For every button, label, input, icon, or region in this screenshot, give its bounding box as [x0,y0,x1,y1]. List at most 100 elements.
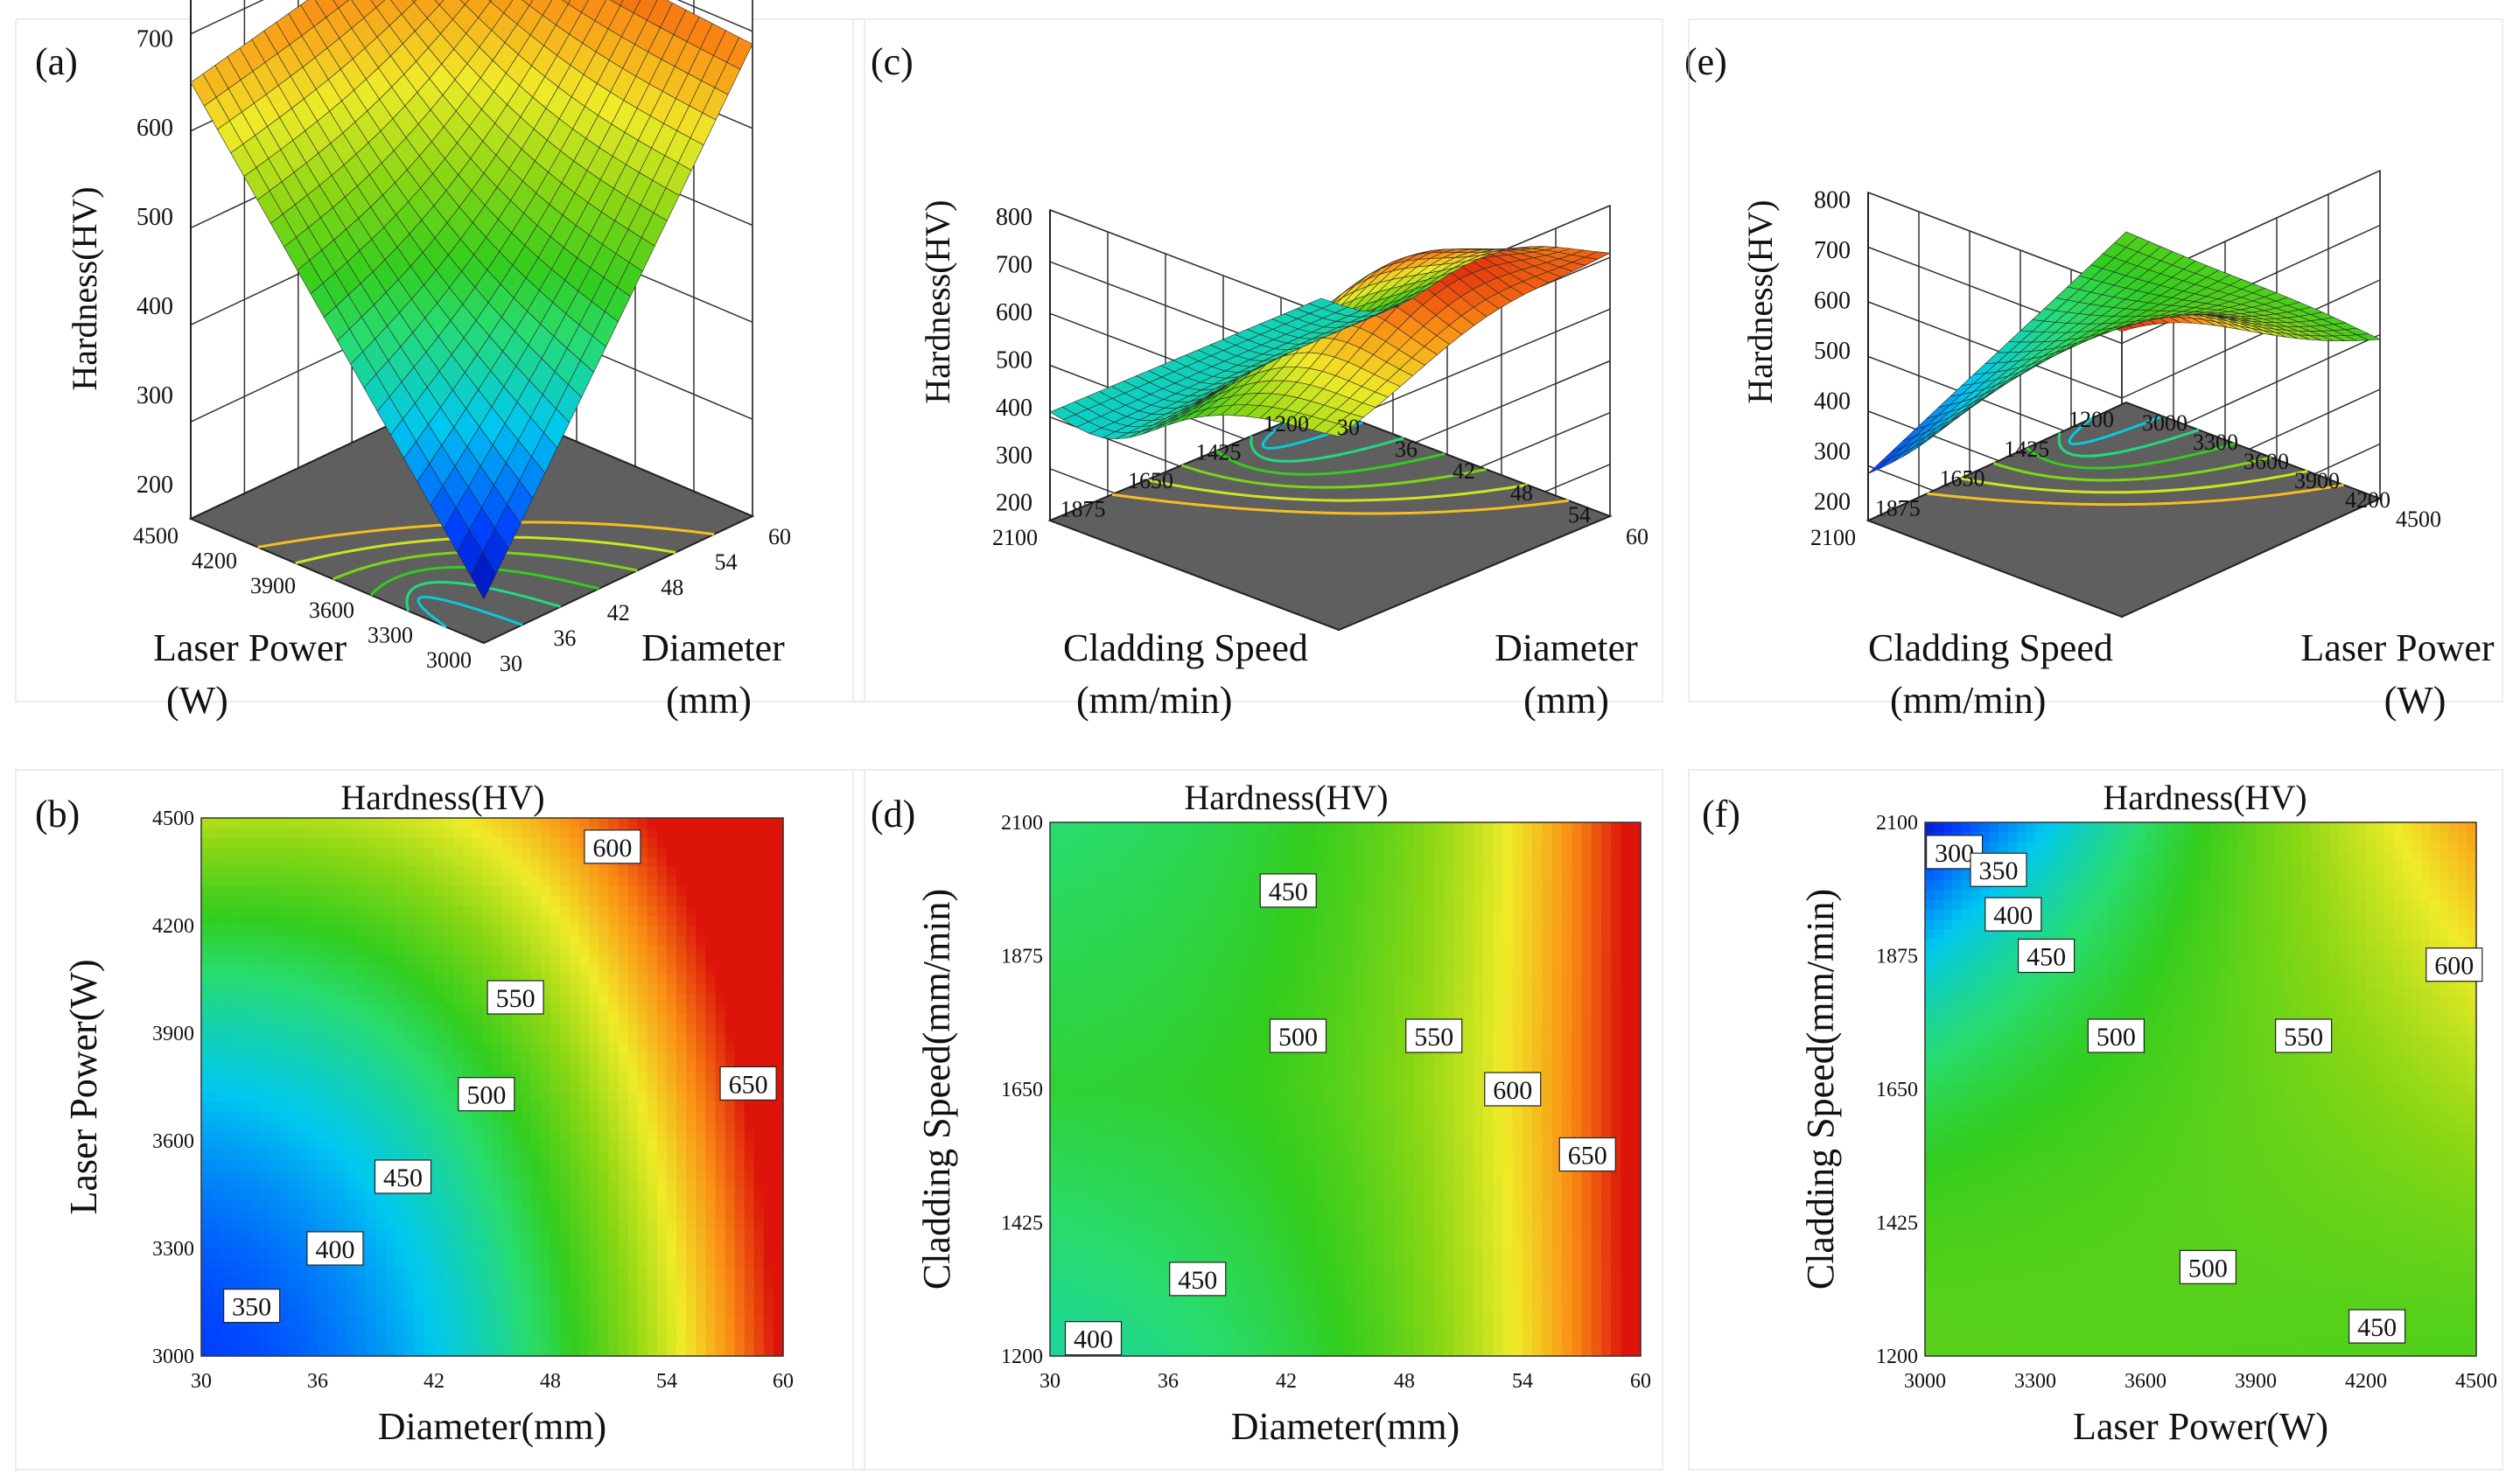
contour-cell [259,856,270,868]
contour-cell [627,1179,639,1191]
contour-cell [404,1150,416,1161]
contour-cell [627,1023,639,1034]
contour-cell [453,1130,464,1142]
contour-cell [540,1268,551,1279]
z-tick-label: 300 [1814,438,1851,465]
contour-cell [434,1179,444,1191]
contour-cell [337,984,347,995]
contour-cell [307,1150,318,1161]
contour-cell [560,945,570,956]
contour-cell [395,1062,406,1073]
contour-cell [550,1033,561,1044]
contour-cell [637,1346,648,1357]
panel-label: (c) [871,40,914,83]
contour-cell [424,1307,435,1318]
contour-cell [307,1189,318,1200]
contour-cell [521,1189,532,1200]
contour-cell [288,1268,299,1279]
contour-cell [579,1033,590,1044]
contour-cell [550,905,561,917]
contour-cell [230,1003,241,1015]
contour-cell [463,1003,473,1015]
contour-cell [734,935,746,946]
contour-cell [395,1003,406,1015]
contour-cell [298,1189,309,1200]
contour-cell [530,1013,542,1024]
contour-cell [598,818,610,828]
contour-cell [482,1023,494,1034]
contour-cell [744,935,755,946]
contour-cell [753,1297,765,1308]
contour-cell [589,954,600,966]
contour-cell [346,856,357,868]
contour-cell [676,1081,687,1093]
contour-cell [501,926,513,936]
contour-cell [220,954,231,966]
contour-cell [201,1013,212,1024]
contour-cell [444,926,454,936]
contour-cell [249,837,261,849]
contour-cell [278,1336,290,1347]
contour-cell [724,1258,736,1269]
contour-cell [598,866,610,877]
contour-cell [472,1248,484,1259]
contour-cell [618,1062,629,1073]
contour-cell [686,1092,696,1102]
contour-cell [211,935,221,946]
contour-cell [550,984,561,995]
contour-cell [288,994,299,1005]
contour-cell [511,1277,522,1289]
contour-cell [269,837,280,849]
contour-cell [220,1160,231,1171]
contour-cell [463,877,473,887]
contour-cell [744,1121,755,1132]
contour-cell [444,1326,454,1338]
contour-cell [579,1043,590,1053]
contour-cell [318,1277,328,1289]
contour-cell [744,974,755,985]
contour-cell [307,1219,318,1230]
contour-cell [307,1307,318,1318]
contour-cell [395,1121,406,1132]
contour-cell [511,1199,522,1210]
contour-cell [201,837,212,849]
contour-cell [667,1052,677,1064]
y-tick-label: 2100 [1810,525,1856,550]
contour-cell [375,1277,387,1289]
contour-cell [288,1081,299,1093]
contour-cell [676,1072,687,1083]
contour-cell [240,1277,251,1289]
contour-cell [667,1248,677,1259]
contour-cell [763,964,774,975]
contour-cell [647,974,658,985]
contour-cell [453,1023,464,1034]
contour-cell [724,984,736,995]
contour-cell [230,818,241,828]
contour-cell [570,818,580,828]
contour-cell [530,1101,542,1113]
contour-cell [337,1277,347,1289]
contour-cell [453,828,464,838]
contour-cell [366,1141,377,1151]
contour-cell [424,1346,435,1357]
contour-cell [686,1179,696,1191]
contour-cell [734,1307,746,1318]
contour-cell [337,1092,347,1102]
contour-cell [618,1003,629,1015]
contour-cell [501,828,513,838]
contour-cell [540,945,551,956]
contour-cell [307,1160,318,1171]
contour-cell [570,1209,580,1220]
contour-cell [1050,822,1060,833]
contour-cell [307,1199,318,1210]
contour-cell [318,1023,328,1034]
contour-cell [472,984,484,995]
contour-cell [705,1287,717,1298]
contour-cell [656,1052,668,1064]
contour-cell [414,1003,425,1015]
contour-cell [395,1228,406,1240]
contour-cell [676,847,687,858]
contour-cell [724,1199,736,1210]
contour-cell [453,1268,464,1279]
contour-cell [298,1092,309,1102]
